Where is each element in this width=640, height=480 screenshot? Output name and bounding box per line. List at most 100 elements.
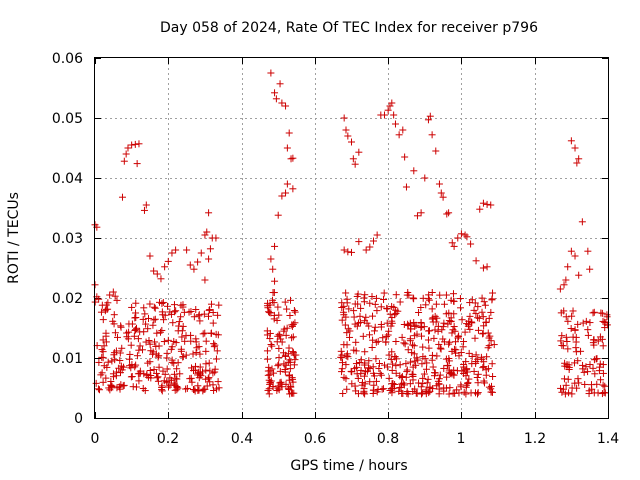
data-point <box>286 365 294 373</box>
data-point <box>586 265 594 273</box>
data-point <box>578 218 586 226</box>
data-point <box>580 368 588 376</box>
data-point <box>560 375 568 383</box>
data-point <box>142 201 150 209</box>
data-point <box>289 333 297 341</box>
data-point <box>462 358 470 366</box>
data-point <box>424 375 432 383</box>
data-point <box>151 315 159 323</box>
data-point <box>562 333 570 341</box>
data-point <box>386 386 394 394</box>
data-point <box>183 246 191 254</box>
data-point <box>142 338 150 346</box>
data-point <box>435 390 443 398</box>
data-point <box>98 301 106 309</box>
data-point <box>443 373 451 381</box>
data-point <box>389 380 397 388</box>
data-point <box>396 384 404 392</box>
data-point <box>205 374 213 382</box>
data-point <box>412 361 420 369</box>
data-point <box>149 321 157 329</box>
data-point <box>447 296 455 304</box>
data-point <box>281 368 289 376</box>
data-point <box>599 361 607 369</box>
data-point <box>269 289 277 297</box>
data-point <box>343 341 351 349</box>
data-point <box>291 356 299 364</box>
data-point <box>272 95 280 103</box>
data-point <box>117 362 125 370</box>
data-point <box>270 299 278 307</box>
data-point <box>417 209 425 217</box>
data-point <box>135 140 143 148</box>
data-point <box>278 99 286 107</box>
data-point <box>378 385 386 393</box>
data-point <box>558 388 566 396</box>
data-point <box>457 381 465 389</box>
data-point <box>568 312 576 320</box>
data-point <box>153 374 161 382</box>
data-point <box>490 341 498 349</box>
data-point <box>415 379 423 387</box>
data-point <box>359 332 367 340</box>
data-point <box>558 332 566 340</box>
data-point <box>190 265 198 273</box>
data-point <box>133 352 141 360</box>
data-point <box>425 296 433 304</box>
data-point <box>482 318 490 326</box>
data-point <box>470 306 478 314</box>
data-point <box>286 390 294 398</box>
data-point <box>212 355 220 363</box>
data-point <box>447 369 455 377</box>
tick-layer: 0 0.2 0.4 0.6 0.8 1 1.2 1.4 0 0.01 0.02 0.03 0.04 0.0… <box>52 51 619 447</box>
data-point <box>428 131 436 139</box>
data-point <box>127 341 135 349</box>
data-point <box>488 296 496 304</box>
data-point <box>353 292 361 300</box>
data-point <box>438 326 446 334</box>
data-point <box>357 304 365 312</box>
data-point <box>112 347 120 355</box>
data-point <box>379 385 387 393</box>
data-point <box>428 356 436 364</box>
data-point <box>209 319 217 327</box>
data-point <box>196 350 204 358</box>
data-point <box>448 329 456 337</box>
data-point <box>435 340 443 348</box>
data-point <box>567 137 575 145</box>
data-point <box>109 288 117 296</box>
data-point <box>475 314 483 322</box>
data-point <box>474 379 482 387</box>
data-point <box>355 238 363 246</box>
data-point <box>450 310 458 318</box>
data-point <box>340 114 348 122</box>
data-point <box>159 298 167 306</box>
data-point <box>159 311 167 319</box>
data-point <box>462 390 470 398</box>
data-point <box>342 126 350 134</box>
data-point <box>439 335 447 343</box>
data-point <box>177 301 185 309</box>
data-point <box>338 368 346 376</box>
data-point <box>203 228 211 236</box>
data-point <box>202 366 210 374</box>
data-point <box>564 317 572 325</box>
data-point <box>466 325 474 333</box>
data-point <box>374 337 382 345</box>
data-point <box>364 364 372 372</box>
data-point <box>372 355 380 363</box>
data-point <box>146 252 154 260</box>
data-point <box>116 349 124 357</box>
data-point <box>211 368 219 376</box>
data-point <box>177 313 185 321</box>
data-point <box>273 316 281 324</box>
data-point <box>574 320 582 328</box>
data-point <box>98 369 106 377</box>
data-point <box>391 120 399 128</box>
data-point <box>431 369 439 377</box>
data-point <box>280 327 288 335</box>
data-point <box>373 231 381 239</box>
data-point <box>179 353 187 361</box>
y-tick-label: 0.05 <box>52 111 83 127</box>
